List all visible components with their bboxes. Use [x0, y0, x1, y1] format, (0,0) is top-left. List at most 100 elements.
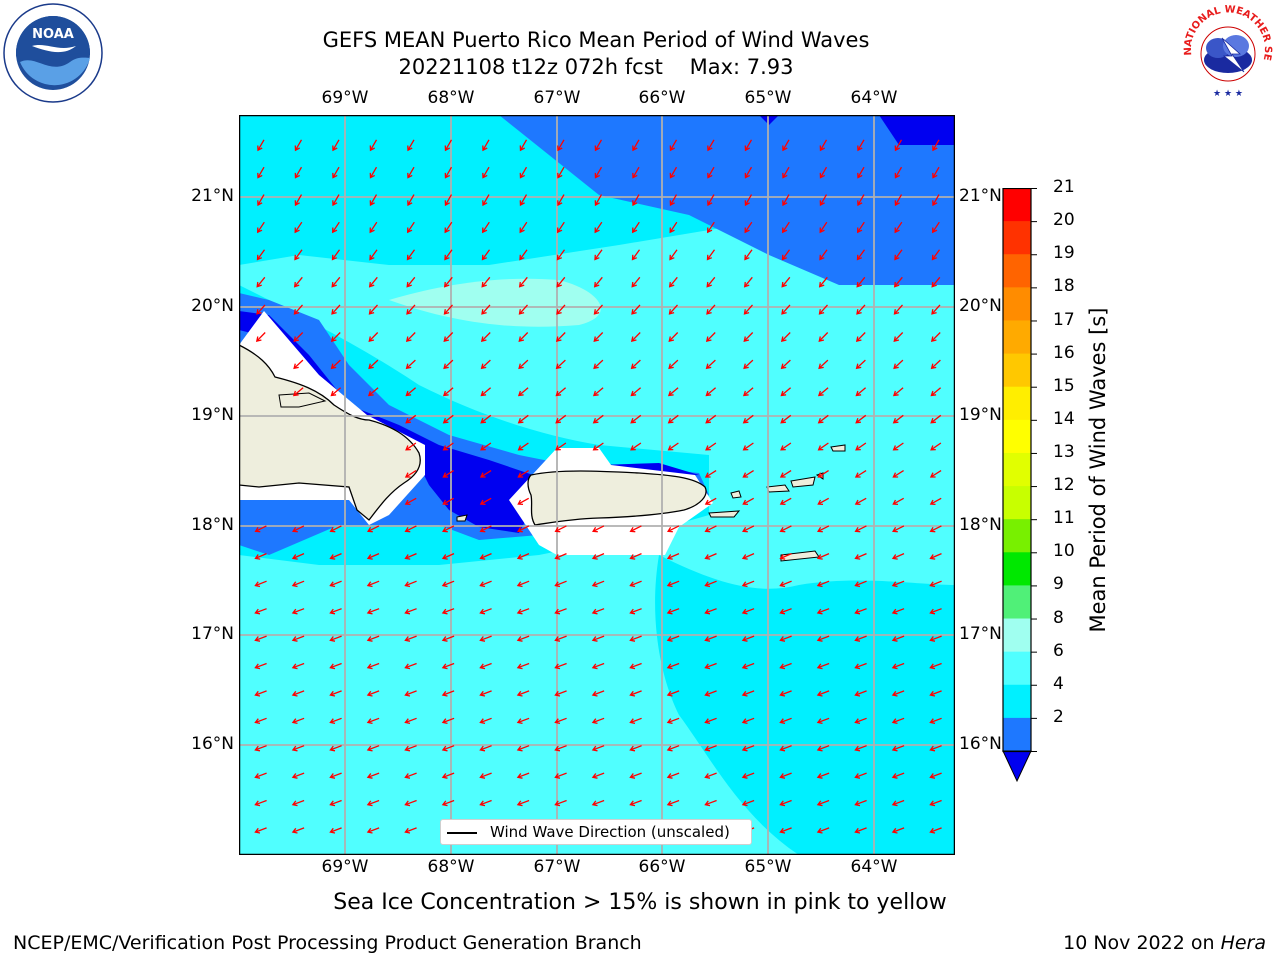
wind-arrow	[331, 249, 341, 261]
wind-arrow	[516, 772, 530, 779]
wind-arrow	[741, 608, 755, 615]
wind-arrow	[743, 304, 753, 315]
wind-arrow	[930, 387, 942, 397]
wind-arrow	[741, 662, 755, 670]
wind-arrow	[554, 662, 567, 670]
colorbar-label: 17	[1053, 309, 1075, 330]
wind-arrow	[817, 470, 829, 478]
wind-arrow	[556, 304, 566, 315]
lat-tick-right: 16°N	[959, 734, 1002, 754]
wind-arrow	[294, 166, 303, 179]
wind-arrow	[369, 249, 378, 261]
wind-arrow	[479, 635, 492, 642]
wind-arrow	[516, 635, 530, 642]
wind-arrow	[331, 276, 341, 288]
colorbar-label: 16	[1053, 342, 1075, 363]
wind-arrow	[254, 827, 267, 834]
wind-arrow	[666, 662, 680, 670]
chart-subtitle-run: 20221108 t12z 072h fcst Max: 7.93	[398, 55, 794, 79]
wind-arrow	[629, 662, 642, 670]
wind-arrow	[705, 414, 717, 424]
wind-arrow	[482, 166, 490, 179]
wind-arrow	[366, 799, 380, 807]
colorbar-label: 19	[1053, 243, 1075, 264]
wind-arrow	[592, 414, 604, 424]
lon-tick-bottom: 67°W	[533, 857, 581, 877]
lat-tick-left: 16°N	[191, 734, 234, 754]
wind-arrow	[291, 608, 305, 615]
wind-arrow	[629, 525, 642, 533]
wind-arrow	[516, 690, 530, 697]
wind-arrow	[818, 359, 829, 370]
noaa-logo-text: NOAA	[32, 27, 74, 42]
wind-arrow	[441, 662, 455, 670]
colorbar-label: 18	[1053, 276, 1075, 297]
wind-arrow	[557, 221, 565, 234]
wind-arrow	[555, 387, 567, 397]
wind-arrow	[781, 304, 791, 315]
wind-arrow	[893, 276, 903, 288]
lon-tick-bottom: 69°W	[321, 857, 369, 877]
wind-arrow	[782, 221, 790, 234]
wind-arrow	[366, 635, 380, 642]
wind-arrow	[516, 745, 530, 752]
wind-arrow	[517, 414, 529, 424]
wind-arrow	[291, 662, 305, 670]
wind-arrow	[816, 799, 830, 807]
wind-arrow	[404, 497, 417, 506]
wind-arrow	[591, 799, 605, 807]
wind-arrow	[593, 276, 603, 288]
wind-arrow	[741, 525, 755, 533]
wind-arrow	[479, 470, 492, 478]
colorbar-segment	[1003, 651, 1031, 686]
wind-arrow	[892, 387, 904, 397]
wind-arrow	[704, 717, 717, 725]
footer-branch: NCEP/EMC/Verification Post Processing Pr…	[13, 932, 642, 954]
colorbar-segment	[1003, 552, 1031, 586]
wind-arrow	[591, 717, 605, 725]
wind-arrow	[441, 635, 455, 642]
wind-arrow	[780, 442, 792, 451]
wind-arrow	[254, 635, 267, 642]
wind-arrow	[779, 608, 792, 615]
wind-arrow	[554, 799, 567, 807]
wind-arrow	[294, 249, 303, 261]
wind-arrow	[705, 332, 716, 342]
wind-arrow	[818, 276, 828, 288]
wind-arrow	[329, 662, 342, 670]
map-svg	[238, 114, 956, 862]
wind-arrow	[593, 304, 603, 315]
wind-arrow	[857, 221, 865, 234]
wind-arrow	[744, 221, 753, 234]
wind-arrow	[929, 470, 942, 478]
wind-arrow	[256, 249, 266, 261]
wind-arrow	[366, 608, 380, 615]
wind-arrow	[591, 690, 605, 697]
wind-arrow	[516, 662, 530, 670]
wind-arrow	[404, 772, 417, 779]
wind-arrow	[741, 772, 755, 779]
wind-arrow	[891, 553, 905, 560]
wind-arrow	[442, 414, 454, 424]
wind-arrow	[293, 304, 303, 315]
wind-arrow	[407, 166, 415, 179]
wind-arrow	[632, 221, 640, 234]
wind-arrow	[629, 580, 642, 588]
land-culebra	[730, 490, 742, 499]
wind-arrow	[293, 276, 303, 288]
wind-arrow	[254, 717, 267, 725]
wind-arrow	[891, 525, 905, 533]
wind-arrow	[629, 608, 642, 615]
wind-arrow	[257, 166, 265, 179]
noaa-logo: NOAA	[2, 2, 104, 104]
wind-arrow	[330, 359, 341, 370]
wind-arrow	[292, 387, 304, 397]
wind-arrow	[404, 635, 417, 642]
wind-arrow	[480, 387, 492, 397]
wind-arrow	[741, 580, 755, 588]
wind-arrow	[932, 194, 940, 207]
wind-arrow	[666, 525, 680, 533]
field-8-9	[389, 278, 601, 327]
wind-arrow	[291, 827, 305, 834]
wind-arrow	[704, 525, 717, 533]
